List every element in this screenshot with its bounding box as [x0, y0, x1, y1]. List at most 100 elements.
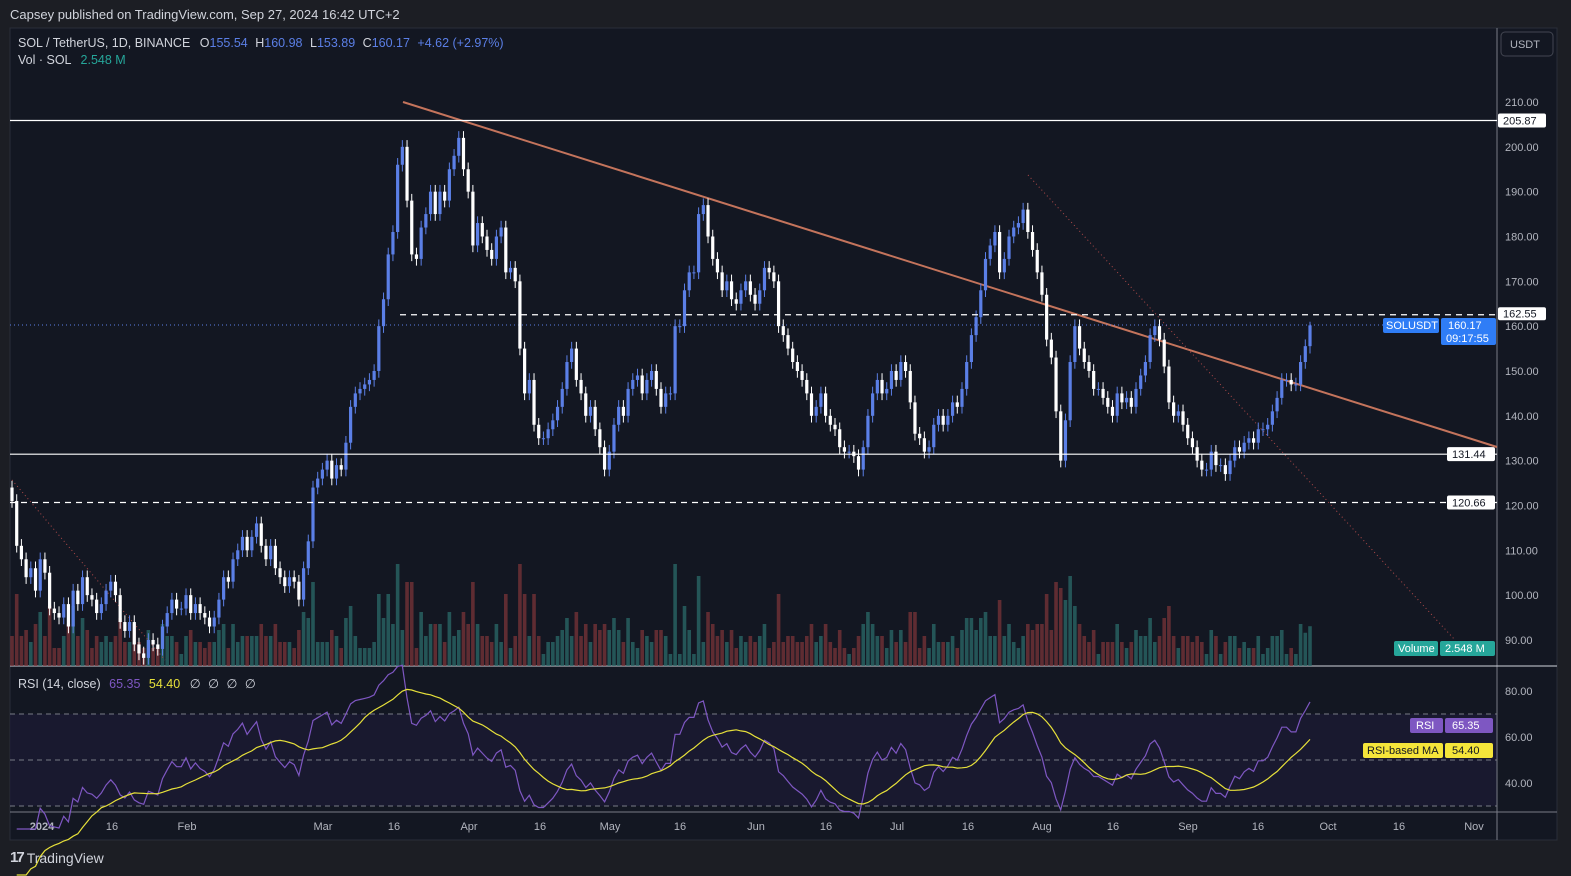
candle[interactable] — [725, 274, 729, 298]
candle[interactable] — [748, 274, 752, 302]
candle[interactable] — [640, 368, 644, 401]
candle[interactable] — [791, 341, 795, 369]
candle[interactable] — [734, 292, 738, 311]
candle[interactable] — [574, 341, 578, 387]
candle[interactable] — [250, 530, 254, 558]
candle[interactable] — [104, 583, 108, 611]
candle[interactable] — [217, 592, 221, 625]
candle[interactable] — [193, 597, 198, 620]
candle[interactable] — [1247, 431, 1251, 450]
candle[interactable] — [518, 274, 522, 356]
candle[interactable] — [1153, 319, 1157, 342]
candle[interactable] — [353, 386, 357, 414]
candle[interactable] — [941, 409, 945, 432]
candle[interactable] — [602, 440, 607, 477]
candle[interactable] — [1176, 404, 1180, 423]
candle[interactable] — [428, 184, 433, 221]
candle[interactable] — [1139, 368, 1143, 396]
candle[interactable] — [1134, 382, 1138, 414]
candle[interactable] — [1284, 373, 1289, 387]
candle[interactable] — [99, 597, 103, 620]
dotted-trendline-left[interactable] — [11, 479, 166, 661]
candle[interactable] — [1186, 418, 1190, 445]
candle[interactable] — [880, 373, 884, 401]
candle[interactable] — [885, 382, 889, 401]
candle[interactable] — [894, 364, 898, 387]
candle[interactable] — [283, 570, 287, 593]
candle[interactable] — [560, 382, 564, 414]
candle[interactable] — [1007, 229, 1011, 266]
candle[interactable] — [184, 588, 188, 616]
candle[interactable] — [43, 552, 47, 580]
candle[interactable] — [753, 288, 757, 311]
candle[interactable] — [523, 341, 527, 401]
candle[interactable] — [179, 601, 183, 616]
candle[interactable] — [1092, 364, 1096, 396]
candle[interactable] — [593, 400, 597, 436]
candle[interactable] — [240, 530, 245, 558]
candle[interactable] — [607, 444, 611, 477]
candle[interactable] — [396, 158, 400, 239]
candle[interactable] — [744, 274, 748, 298]
candle[interactable] — [1275, 391, 1279, 419]
rsi-title[interactable]: RSI (14, close) — [18, 677, 101, 691]
candle[interactable] — [875, 373, 879, 401]
candle[interactable] — [1261, 422, 1265, 436]
candle[interactable] — [654, 364, 658, 396]
candle[interactable] — [631, 373, 635, 396]
candle[interactable] — [325, 453, 329, 477]
candle[interactable] — [198, 597, 202, 620]
candle[interactable] — [786, 328, 790, 356]
candle[interactable] — [132, 615, 136, 652]
candle[interactable] — [729, 274, 734, 306]
candle[interactable] — [226, 570, 230, 589]
candle[interactable] — [645, 373, 649, 401]
candle[interactable] — [758, 283, 762, 311]
candle[interactable] — [490, 243, 494, 266]
candle[interactable] — [1096, 382, 1100, 396]
candle[interactable] — [222, 570, 226, 607]
candle[interactable] — [349, 400, 353, 450]
candle[interactable] — [579, 373, 583, 401]
candle[interactable] — [903, 355, 908, 378]
candle[interactable] — [273, 539, 277, 575]
candle[interactable] — [767, 261, 771, 280]
candle[interactable] — [367, 373, 372, 392]
candle[interactable] — [381, 292, 386, 333]
candle[interactable] — [504, 220, 508, 280]
candle[interactable] — [372, 364, 376, 387]
candle[interactable] — [621, 400, 625, 423]
candle[interactable] — [513, 261, 517, 289]
candle[interactable] — [10, 480, 14, 508]
candle[interactable] — [320, 462, 324, 486]
candle[interactable] — [960, 382, 964, 414]
candle[interactable] — [546, 422, 550, 445]
symbol-title[interactable]: SOL / TetherUS, 1D, BINANCE — [18, 36, 190, 50]
candle[interactable] — [1219, 458, 1223, 472]
candle[interactable] — [950, 395, 955, 423]
candle[interactable] — [165, 606, 169, 634]
candle[interactable] — [772, 265, 776, 289]
candle[interactable] — [142, 646, 146, 665]
candle[interactable] — [551, 413, 555, 436]
candle[interactable] — [1294, 377, 1298, 392]
candle[interactable] — [979, 283, 983, 324]
candle[interactable] — [899, 355, 903, 387]
candle[interactable] — [1021, 202, 1025, 230]
candle[interactable] — [419, 220, 423, 266]
candle[interactable] — [1016, 216, 1021, 235]
candle[interactable] — [626, 382, 630, 423]
candle[interactable] — [1270, 404, 1274, 432]
candle[interactable] — [588, 400, 593, 423]
candle[interactable] — [146, 633, 150, 665]
candle[interactable] — [475, 216, 480, 253]
candle[interactable] — [1200, 453, 1204, 477]
candle[interactable] — [776, 274, 781, 333]
candle[interactable] — [1157, 319, 1162, 347]
candle[interactable] — [1035, 243, 1039, 280]
candle[interactable] — [19, 539, 24, 566]
candle[interactable] — [1280, 373, 1284, 405]
candle[interactable] — [301, 561, 306, 607]
candle[interactable] — [259, 516, 263, 553]
candle[interactable] — [1289, 373, 1293, 392]
